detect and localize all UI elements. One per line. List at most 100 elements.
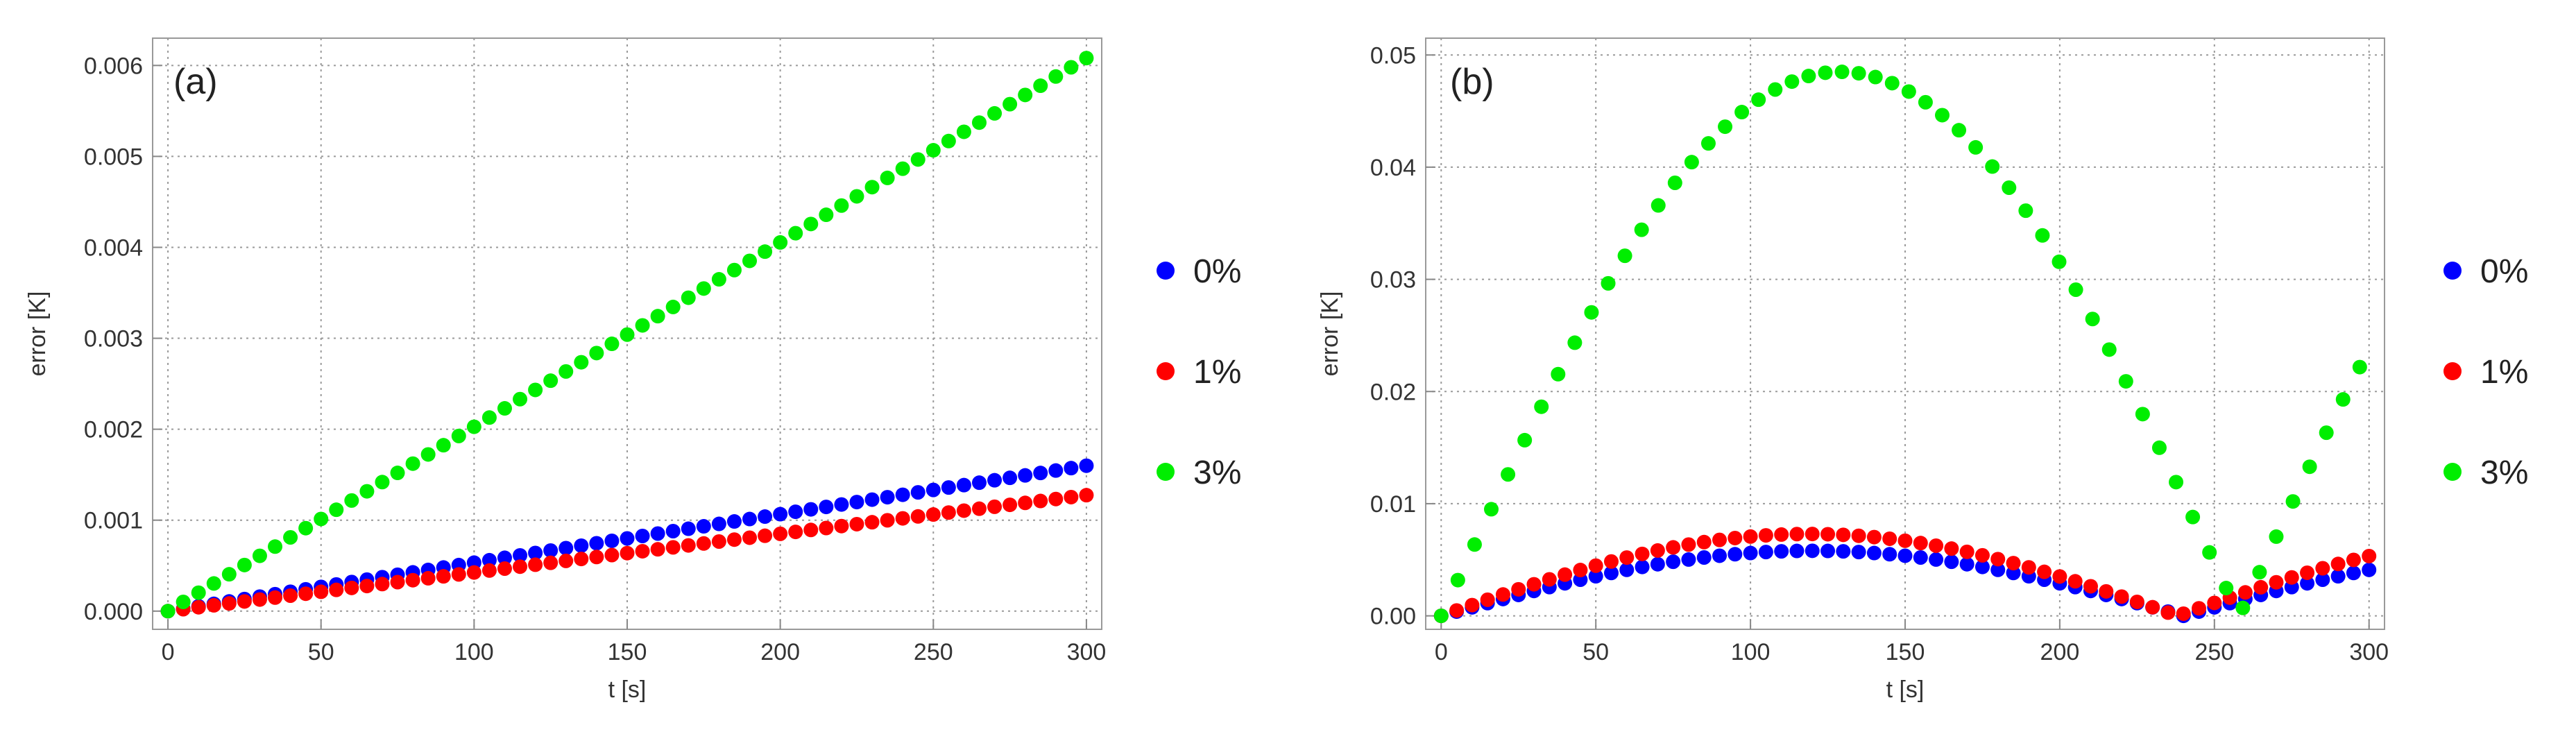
point-b-1pct [1820,527,1836,542]
point-a-0pct [481,552,497,568]
point-b-1pct [1743,529,1758,544]
point-a-3pct [941,133,956,148]
point-b-1pct [1511,581,1526,597]
point-a-3pct [1003,96,1018,112]
point-a-1pct [390,574,405,590]
point-b-3pct [1551,366,1566,382]
point-a-3pct [773,235,788,250]
point-a-1pct [1079,488,1094,503]
point-a-3pct [252,548,267,563]
legend-marker-a-1pct [1157,362,1175,380]
point-a-3pct [160,604,176,619]
point-b-0pct [1929,552,1944,567]
point-b-0pct [1681,552,1696,567]
point-a-3pct [1018,87,1033,103]
point-b-3pct [1467,537,1482,552]
point-a-0pct [1048,463,1064,478]
point-a-3pct [819,207,834,223]
point-b-0pct [1944,554,1959,570]
point-b-1pct [1619,550,1635,565]
point-b-3pct [1884,76,1900,91]
point-a-3pct [987,105,1003,121]
point-a-1pct [926,507,941,522]
point-b-3pct [2151,440,2167,455]
point-b-3pct [2285,494,2301,509]
y-tick-label-a-0: 0.000 [84,599,143,625]
point-a-3pct [758,244,773,259]
point-b-3pct [1501,467,1516,482]
point-a-0pct [1033,466,1048,481]
point-b-3pct [1818,65,1833,80]
point-a-1pct [206,597,221,613]
point-b-1pct [1696,534,1712,550]
point-a-3pct [344,493,359,508]
point-a-3pct [1048,69,1064,84]
point-b-1pct [1603,554,1619,569]
legend-label-a-0pct: 0% [1193,253,1241,290]
legend-marker-a-3pct [1157,463,1175,481]
point-b-1pct [2237,585,2253,600]
point-b-3pct [1517,432,1533,448]
point-b-3pct [2035,228,2050,243]
point-b-0pct [1959,556,1974,572]
point-a-1pct [726,532,742,547]
point-a-3pct [298,520,314,536]
point-b-1pct [1449,603,1465,618]
point-b-3pct [1751,92,1766,108]
point-b-1pct [2129,594,2144,609]
point-b-3pct [1901,84,1916,99]
point-b-1pct [2315,561,2330,576]
point-b-0pct [1696,550,1712,565]
point-a-3pct [926,143,941,158]
point-a-3pct [329,502,344,518]
point-b-1pct [1805,527,1820,542]
point-a-1pct [864,515,880,530]
point-a-3pct [711,272,726,287]
point-b-1pct [1542,572,1557,587]
point-a-3pct [390,466,405,481]
point-a-3pct [1064,60,1079,75]
point-a-0pct [726,514,742,529]
point-a-0pct [849,495,864,510]
point-b-1pct [1836,527,1851,543]
point-a-0pct [834,497,849,512]
point-b-1pct [1650,543,1665,558]
x-tick-label-a-1: 50 [308,639,334,665]
y-tick-label-a-6: 0.006 [84,53,143,79]
point-a-0pct [665,524,681,539]
x-tick-label-b-5: 250 [2194,639,2234,665]
point-a-0pct [513,547,528,563]
point-b-3pct [1650,198,1666,213]
point-b-0pct [1851,545,1866,560]
point-a-0pct [497,550,512,565]
data-points-a [160,51,1094,619]
point-b-1pct [2192,601,2207,616]
point-a-3pct [864,180,880,195]
point-b-3pct [1601,275,1616,291]
point-a-3pct [451,428,466,443]
point-a-1pct [329,582,344,597]
point-b-0pct [1666,554,1681,570]
point-b-3pct [1684,155,1699,170]
point-a-0pct [1064,461,1079,476]
point-b-3pct [2269,529,2284,544]
point-a-3pct [314,511,329,527]
point-b-3pct [1851,66,1866,81]
point-b-1pct [2269,574,2284,590]
point-a-1pct [252,592,267,607]
chart-panel-b: 0 50 100 150 200 250 300 0.00 0.01 0.02 0.03 0.04 0.… [1317,37,2528,703]
point-b-0pct [2362,562,2377,577]
point-a-1pct [191,599,206,615]
point-a-1pct [589,550,604,565]
point-b-1pct [1635,546,1650,561]
point-b-3pct [1968,139,1984,155]
point-a-1pct [803,522,819,538]
y-tick-label-b-0: 0.00 [1370,604,1416,630]
point-b-3pct [1667,176,1682,191]
y-tick-label-a-4: 0.004 [84,235,143,261]
point-a-3pct [436,438,451,453]
point-b-0pct [2330,569,2346,584]
point-a-1pct [436,569,451,584]
point-a-1pct [375,577,390,592]
point-a-3pct [268,539,283,554]
